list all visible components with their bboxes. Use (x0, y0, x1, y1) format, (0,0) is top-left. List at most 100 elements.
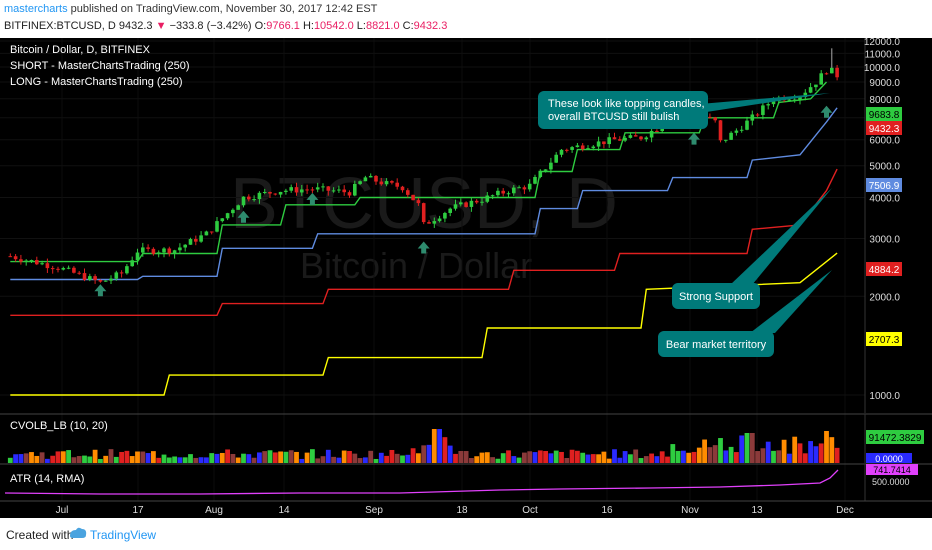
volume-bar (140, 451, 146, 463)
atr-tick: 500.0000 (872, 477, 910, 487)
annotation-topping[interactable]: These look like topping candles, overall… (538, 91, 830, 129)
volume-bar (113, 456, 119, 463)
candle-body (294, 187, 299, 193)
candle-body (252, 199, 256, 201)
tradingview-logo-icon[interactable] (68, 526, 88, 540)
volume-bar (246, 454, 252, 463)
volume-bar (352, 453, 358, 463)
tradingview-link[interactable]: TradingView (90, 528, 157, 542)
candle-body (750, 114, 755, 121)
volume-badge: 91472.3829 (866, 430, 924, 444)
candle-body (607, 137, 611, 145)
candle-body (406, 190, 410, 195)
price-tick-label: 8000.0 (869, 95, 900, 106)
volume-bar (643, 456, 649, 463)
volume-bar (119, 451, 124, 463)
volume-bar (490, 457, 495, 463)
annotation-bear[interactable]: Bear market territory (658, 270, 832, 357)
volume-bar (204, 457, 209, 463)
candle-body (66, 267, 71, 269)
volume-bar (209, 453, 215, 463)
volume-bar (29, 452, 34, 463)
volume-bar (696, 447, 702, 463)
candle-body (8, 256, 13, 258)
time-tick-label: 14 (278, 505, 290, 516)
svg-text:91472.3829: 91472.3829 (869, 433, 922, 444)
price-tick-label: 10000.0 (864, 63, 901, 74)
candle-body (337, 189, 341, 191)
volume-bar (765, 441, 771, 463)
volume-bar (463, 451, 469, 463)
candle-body (215, 221, 219, 232)
candle-body (575, 145, 580, 148)
author-link[interactable]: mastercharts (4, 3, 68, 15)
candle-body (146, 247, 150, 249)
chart-svg[interactable]: BTCUSD, D Bitcoin / Dollar Bitcoin / Dol… (0, 37, 932, 518)
volume-bar (172, 456, 177, 463)
volume-bar (707, 447, 713, 463)
volume-bar (431, 429, 437, 463)
symbol-label: BITFINEX:BTCUSD, D (4, 20, 116, 32)
volume-bar (145, 453, 151, 463)
price-tick-label: 11000.0 (865, 49, 901, 60)
annotation-support[interactable]: Strong Support (672, 188, 832, 309)
candle-body (633, 135, 638, 137)
candle-body (644, 137, 649, 140)
volume-bar (251, 457, 257, 463)
candle-body (808, 87, 813, 93)
volume-bar (474, 456, 480, 463)
volume-bar (681, 450, 686, 463)
down-arrow-icon: ▼ (155, 20, 167, 32)
candle-body (183, 244, 187, 248)
candle-body (517, 187, 521, 189)
candle-body (236, 205, 240, 210)
volume-bar (384, 455, 389, 463)
candle-body (50, 268, 55, 270)
volume-bar (325, 449, 331, 463)
candle-body (506, 193, 511, 195)
candle-body (199, 235, 203, 242)
candle-body (559, 149, 564, 155)
volume-bar (755, 451, 760, 463)
open-value: 9766.1 (266, 20, 300, 32)
candle-body (72, 267, 76, 273)
time-tick-label: Jul (56, 505, 69, 516)
volume-bar (559, 451, 564, 463)
arrows (94, 105, 833, 297)
candle-body (209, 231, 214, 233)
candle-body (368, 175, 373, 178)
volume-bar (71, 457, 77, 463)
volume-bar (447, 445, 453, 463)
volume-bar (479, 452, 485, 463)
volume-bar (193, 457, 199, 463)
volume-bar (225, 449, 230, 463)
volume-bar (336, 457, 342, 463)
candle-body (708, 116, 712, 118)
price-tick-label: 4000.0 (869, 194, 900, 205)
time-tick-label: 17 (132, 505, 144, 516)
volume-bar (633, 449, 639, 463)
publish-line: mastercharts published on TradingView.co… (4, 3, 377, 15)
volume-bar (442, 437, 448, 463)
volume-bar (124, 450, 130, 463)
svg-text:2707.3: 2707.3 (869, 335, 900, 346)
volume-bar (792, 436, 798, 463)
candle-body (262, 191, 267, 193)
candle-body (379, 181, 384, 185)
candle-body (432, 221, 437, 224)
candle-body (61, 268, 66, 270)
candle-body (363, 177, 368, 182)
legend-long: LONG - MasterChartsTrading (250) (10, 76, 183, 88)
volume-bar (484, 452, 490, 463)
candle-body (315, 187, 320, 190)
volume-bar (76, 456, 82, 463)
volume-bar (151, 451, 156, 463)
chart-area[interactable]: BTCUSD, D Bitcoin / Dollar Bitcoin / Dol… (0, 37, 932, 518)
up-arrow-icon (94, 284, 107, 297)
low-label: L: (356, 20, 366, 32)
open-label: O: (254, 20, 267, 32)
volume-bar (23, 453, 29, 463)
svg-text:9432.3: 9432.3 (869, 124, 900, 135)
svg-text:741.7414: 741.7414 (873, 465, 911, 475)
price-tick-label: 1000.0 (869, 391, 900, 402)
